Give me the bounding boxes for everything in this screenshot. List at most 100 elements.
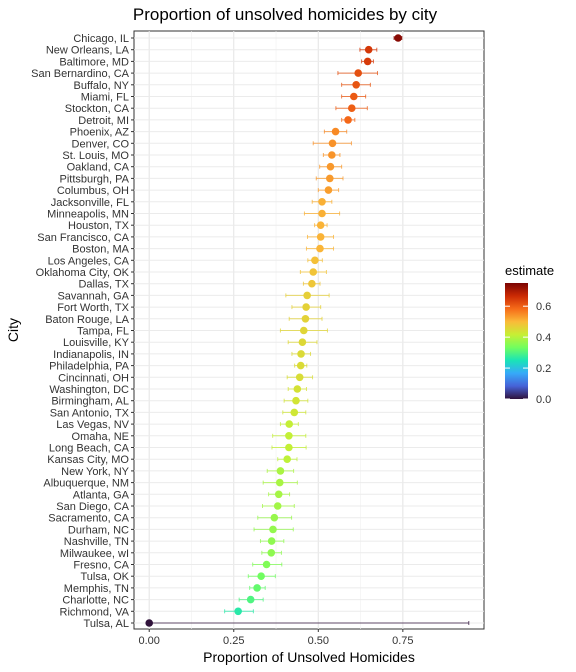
data-point — [326, 162, 335, 171]
legend-ticks: 0.0 0.2 0.4 0.6 — [505, 301, 551, 406]
y-tick-label: Boston, MA — [72, 244, 130, 256]
data-point — [246, 595, 255, 604]
y-tick-label: Los Angeles, CA — [48, 255, 130, 267]
y-tick-label: Nashville, TN — [64, 536, 129, 548]
data-point — [318, 209, 326, 218]
y-tick-label: Albuquerque, NM — [43, 478, 129, 490]
data-point — [324, 186, 333, 194]
legend-tick-label: 0.0 — [536, 394, 551, 406]
y-tick-label: Kansas City, MO — [47, 454, 129, 466]
legend-title: estimate — [505, 263, 554, 278]
data-point — [270, 513, 279, 522]
data-point — [285, 420, 294, 428]
y-tick-label: Columbus, OH — [57, 185, 129, 197]
legend-tick-label: 0.6 — [536, 301, 551, 313]
x-tick-label: 0.75 — [392, 635, 413, 647]
data-point — [308, 279, 316, 288]
data-point — [299, 326, 308, 335]
data-point — [290, 408, 299, 417]
data-point — [302, 303, 310, 311]
y-tick-label: Baton Rouge, LA — [45, 314, 129, 326]
data-point — [297, 350, 305, 358]
data-point — [328, 151, 336, 159]
y-tick-label: Washington, DC — [49, 384, 129, 396]
y-tick-label: Savannah, GA — [57, 290, 129, 302]
data-point — [262, 560, 271, 569]
y-tick-label: San Bernardino, CA — [31, 68, 129, 80]
y-tick-label: Tulsa, AL — [84, 618, 129, 630]
data-point — [363, 57, 372, 66]
legend-tick-label: 0.2 — [536, 363, 551, 375]
y-tick-label: Tampa, FL — [77, 326, 129, 338]
x-tick-label: 0.00 — [139, 635, 160, 647]
y-axis-title: City — [5, 318, 21, 342]
data-point — [331, 127, 340, 136]
y-tick-label: Sacramento, CA — [48, 513, 129, 525]
y-tick-label: Detroit, MI — [78, 115, 129, 127]
y-tick-label: Baltimore, MD — [59, 56, 129, 68]
data-point — [311, 256, 319, 265]
data-point — [325, 174, 334, 183]
y-tick-label: Dallas, TX — [78, 279, 129, 291]
data-point — [293, 385, 302, 393]
y-tick-label: New York, NY — [61, 466, 130, 478]
data-point — [283, 455, 291, 464]
y-tick-label: San Antonio, TX — [50, 407, 130, 419]
data-point — [316, 244, 324, 253]
y-tick-label: Tulsa, OK — [81, 571, 130, 583]
y-tick-label: Chicago, IL — [73, 33, 129, 45]
data-point — [285, 443, 293, 452]
y-tick-label: Charlotte, NC — [62, 595, 129, 607]
data-point — [347, 104, 356, 112]
y-tick-label: Minneapolis, MN — [47, 209, 129, 221]
y-tick-label: Milwaukee, wI — [60, 548, 129, 560]
y-tick-label: St. Louis, MO — [62, 150, 129, 162]
x-axis-title: Proportion of Unsolved Homicides — [203, 649, 415, 665]
y-tick-label: San Francisco, CA — [37, 232, 129, 244]
y-tick-label: Indianapolis, IN — [53, 349, 129, 361]
data-point — [269, 525, 277, 534]
y-tick-label: Oakland, CA — [67, 162, 130, 174]
data-point — [274, 490, 283, 499]
data-point — [234, 607, 242, 616]
data-point — [352, 81, 360, 89]
data-points — [145, 34, 402, 627]
data-point — [292, 396, 300, 405]
data-point — [298, 338, 307, 347]
data-point — [295, 373, 304, 382]
y-tick-label: New Orleans, LA — [46, 45, 130, 57]
y-tick-label: Fresno, CA — [73, 560, 129, 572]
y-tick-label: Durham, NC — [68, 524, 129, 536]
y-tick-label: Buffalo, NY — [74, 80, 130, 92]
data-point — [296, 361, 305, 370]
y-tick-label: San Diego, CA — [56, 501, 129, 513]
data-point — [267, 537, 276, 545]
data-point — [253, 584, 261, 592]
y-tick-label: Birmingham, AL — [51, 396, 129, 408]
y-tick-label: Phoenix, AZ — [70, 127, 130, 139]
x-tick-label: 0.50 — [308, 635, 329, 647]
data-point — [328, 139, 337, 148]
legend-tick-label: 0.4 — [536, 332, 551, 344]
data-point — [364, 45, 373, 54]
data-point — [344, 116, 352, 124]
y-tick-label: Philadelphia, PA — [49, 361, 130, 373]
data-point — [273, 502, 282, 510]
data-point — [275, 478, 284, 487]
x-tick-label: 0.25 — [223, 635, 244, 647]
y-tick-label: Atlanta, GA — [73, 489, 130, 501]
data-point — [316, 221, 325, 229]
y-tick-label: Memphis, TN — [64, 583, 129, 595]
y-tick-label: Stockton, CA — [65, 103, 130, 115]
data-point — [303, 291, 311, 300]
data-point — [301, 315, 310, 323]
data-point — [145, 619, 154, 627]
data-point — [316, 233, 325, 241]
data-point — [318, 198, 326, 206]
y-tick-label: Denver, CO — [72, 138, 130, 150]
x-tick-labels: 0.00 0.25 0.50 0.75 — [139, 629, 414, 647]
y-tick-label: Oklahoma City, OK — [36, 267, 130, 279]
data-point — [350, 92, 358, 101]
